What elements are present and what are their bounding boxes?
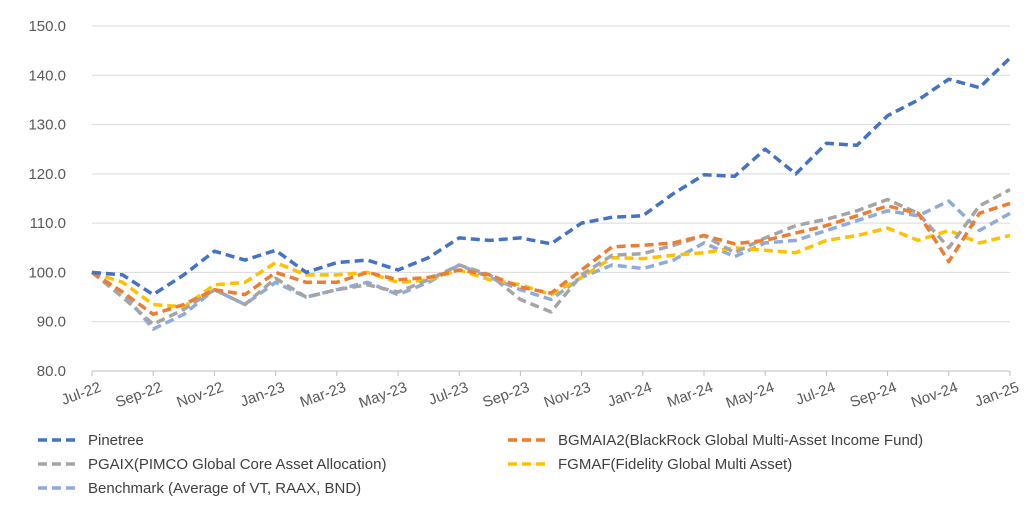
y-axis-tick-labels: 80.0 90.0 100.0 110.0 120.0 130.0 140.0 150.0 xyxy=(28,18,66,380)
legend: Pinetree BGMAIA2(BlackRock Global Multi-A… xyxy=(38,432,923,497)
y-tick-label: 80.0 xyxy=(37,363,66,380)
legend-label: Benchmark (Average of VT, RAAX, BND) xyxy=(88,480,361,497)
x-axis xyxy=(91,370,1011,376)
x-tick-label: Sep-22 xyxy=(113,379,164,412)
series-line xyxy=(91,201,1011,317)
series-line xyxy=(91,56,1012,297)
x-tick-label: Nov-23 xyxy=(542,379,593,412)
gridlines xyxy=(92,25,1010,372)
x-tick-label: Jul-22 xyxy=(59,379,103,409)
series-line xyxy=(91,199,1011,331)
x-tick-label: Nov-22 xyxy=(175,379,226,412)
x-tick-label: Jul-23 xyxy=(426,379,470,409)
legend-label: BGMAIA2(BlackRock Global Multi-Asset Inc… xyxy=(558,432,923,449)
x-tick-label: May-24 xyxy=(724,379,777,412)
x-axis-tick-labels: Jul-22 Sep-22 Nov-22 Jan-23 Mar-23 May-23 Jul-… xyxy=(59,379,1021,412)
x-tick-label: Jan-24 xyxy=(605,379,654,411)
legend-label: FGMAF(Fidelity Global Multi Asset) xyxy=(558,456,792,473)
y-tick-label: 120.0 xyxy=(28,166,66,183)
x-tick-label: Sep-23 xyxy=(480,379,531,412)
y-tick-label: 100.0 xyxy=(28,264,66,281)
x-tick-label: Jul-24 xyxy=(794,379,838,409)
x-tick-label: Mar-23 xyxy=(298,379,348,411)
y-tick-label: 90.0 xyxy=(37,314,66,331)
legend-label: PGAIX(PIMCO Global Core Asset Allocation… xyxy=(88,456,386,473)
legend-label: Pinetree xyxy=(88,432,144,449)
x-tick-label: Jan-23 xyxy=(238,379,287,411)
x-tick-label: Nov-24 xyxy=(909,379,960,412)
x-tick-label: Jan-25 xyxy=(972,379,1021,411)
y-tick-label: 140.0 xyxy=(28,67,66,84)
y-tick-label: 110.0 xyxy=(30,215,66,232)
y-tick-label: 150.0 xyxy=(28,18,66,35)
series-line xyxy=(90,188,1011,326)
x-tick-label: Sep-24 xyxy=(848,379,899,412)
series-lines xyxy=(90,56,1012,331)
x-tick-label: Mar-24 xyxy=(665,379,715,411)
series-line xyxy=(91,226,1011,309)
x-tick-label: May-23 xyxy=(357,379,410,412)
y-tick-label: 130.0 xyxy=(28,117,66,134)
